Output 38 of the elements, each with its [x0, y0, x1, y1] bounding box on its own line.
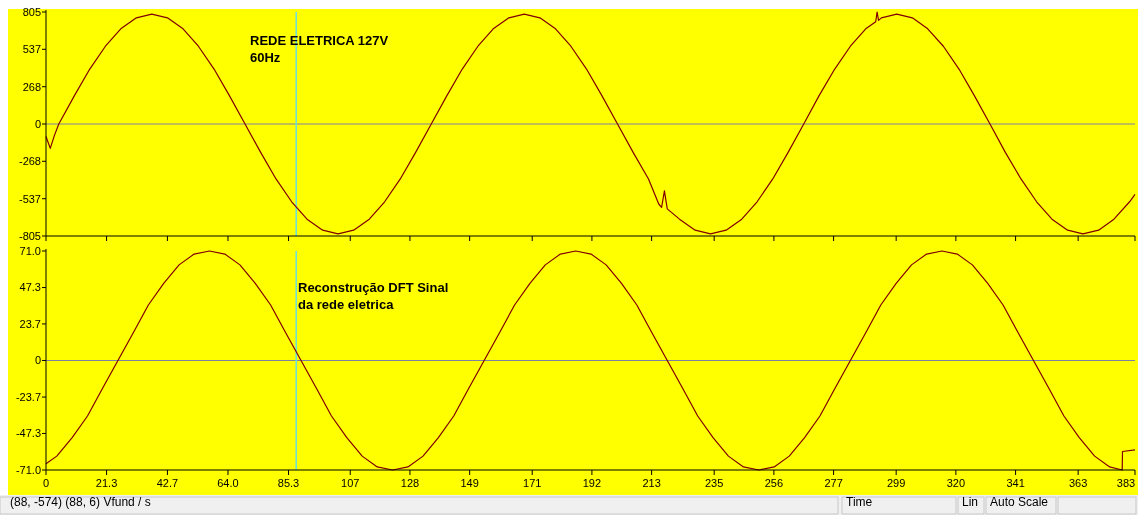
text: (88, -574) (88, 6) Vfund / s [10, 495, 151, 509]
y-tick-label: 0 [34, 117, 41, 130]
y-tick-label: 47.3 [19, 281, 41, 294]
x-tick-label: 192 [582, 477, 602, 489]
text: Lin [962, 495, 979, 509]
x-tick-label: 128 [400, 477, 420, 489]
x-tick-label: 277 [824, 477, 843, 489]
y-tick-label: -23.7 [15, 390, 41, 403]
x-tick-label: 256 [764, 477, 784, 489]
x-tick-label: 85.3 [277, 477, 300, 489]
y-tick-label: 805 [22, 5, 41, 18]
x-tick-label: 21.3 [95, 477, 118, 489]
y-tick-label: -71.0 [15, 463, 41, 476]
y-tick-label: -268 [18, 155, 41, 168]
annotation: Reconstrução DFT Sinal da rede eletrica [298, 280, 449, 312]
x-tick-label: 383 [1116, 477, 1136, 489]
x-tick-label: 363 [1068, 477, 1088, 489]
x-tick-label: 171 [523, 477, 542, 489]
text: Auto Scale [990, 495, 1049, 509]
x-tick-label: 235 [705, 477, 724, 489]
y-tick-label: 0 [34, 354, 41, 367]
y-tick-label: 268 [22, 80, 41, 93]
y-tick-label: -805 [18, 229, 41, 242]
x-tick-label: 320 [946, 477, 966, 489]
x-tick-label: 149 [460, 477, 479, 489]
x-tick-label: 0 [42, 477, 50, 489]
x-tick-label: 64.0 [217, 477, 239, 489]
y-tick-label: 537 [22, 43, 41, 56]
x-tick-label: 42.7 [156, 477, 179, 489]
x-tick-label: 341 [1006, 477, 1025, 489]
y-tick-label: -537 [18, 192, 41, 205]
y-tick-label: 71.0 [19, 244, 41, 257]
x-tick-label: 213 [642, 477, 661, 489]
y-tick-label: -47.3 [15, 427, 41, 440]
text: Time [846, 495, 873, 509]
x-tick-label: 107 [341, 477, 360, 489]
y-tick-label: 23.7 [19, 317, 41, 330]
x-tick-label: 299 [886, 477, 906, 489]
